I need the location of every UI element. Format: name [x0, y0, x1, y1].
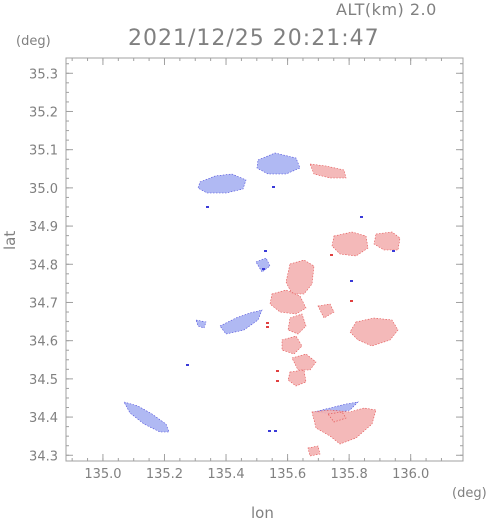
- y-axis-unit: (deg): [16, 34, 51, 49]
- y-tick-label: 35.3: [29, 67, 58, 82]
- approaching-echo: [219, 309, 263, 335]
- receding-echo: [331, 231, 369, 257]
- approaching-echo: [256, 152, 301, 175]
- x-tick-label: 136.0: [392, 467, 429, 482]
- x-axis-unit: (deg): [452, 486, 487, 501]
- echo-speckle: [276, 380, 279, 382]
- y-tick-label: 35.1: [29, 144, 58, 159]
- receding-echo: [285, 259, 315, 295]
- echo-speckle: [272, 186, 275, 188]
- altitude-label: ALT(km) 2.0: [336, 0, 437, 19]
- receding-echo: [327, 411, 347, 423]
- y-tick-label: 34.7: [29, 296, 58, 311]
- y-tick-label: 35.2: [29, 105, 58, 120]
- x-axis-label: lon: [251, 504, 274, 522]
- receding-echo: [349, 317, 399, 347]
- y-tick-label: 34.4: [29, 411, 58, 426]
- echo-speckle: [186, 364, 189, 366]
- approaching-echo: [195, 319, 207, 329]
- echo-speckle: [276, 370, 279, 372]
- x-tick-label: 135.2: [146, 467, 183, 482]
- x-tick-label: 135.0: [84, 467, 121, 482]
- x-tick-label: 135.6: [269, 467, 306, 482]
- receding-echo: [281, 335, 303, 355]
- echo-speckle: [274, 430, 277, 432]
- echo-speckle: [360, 216, 363, 218]
- receding-echo: [269, 289, 307, 315]
- receding-echo: [373, 231, 401, 251]
- y-tick-label: 34.8: [29, 258, 58, 273]
- receding-echo: [307, 445, 321, 457]
- receding-echo: [287, 369, 307, 387]
- receding-echo: [287, 313, 307, 335]
- approaching-echo: [197, 173, 247, 194]
- y-tick-label: 35.0: [29, 182, 58, 197]
- y-tick-label: 34.6: [29, 335, 58, 350]
- approaching-echo: [123, 401, 170, 433]
- y-tick-label: 34.5: [29, 373, 58, 388]
- timestamp: 2021/12/25 20:21:47: [128, 26, 380, 51]
- receding-echo: [309, 163, 347, 179]
- echo-speckle: [350, 300, 353, 302]
- echo-speckle: [350, 280, 353, 282]
- echo-speckle: [262, 268, 265, 270]
- receding-echo: [311, 407, 377, 445]
- y-tick-label: 34.9: [29, 220, 58, 235]
- echo-speckle: [266, 322, 269, 324]
- receding-echo: [291, 353, 317, 371]
- x-tick-label: 135.8: [331, 467, 368, 482]
- echo-speckle: [268, 430, 271, 432]
- plot-frame: [65, 57, 464, 462]
- x-tick-label: 135.4: [207, 467, 244, 482]
- echo-speckle: [206, 206, 209, 208]
- receding-echo: [317, 303, 335, 319]
- echo-speckle: [392, 250, 395, 252]
- echo-speckle: [330, 254, 333, 256]
- y-tick-label: 34.3: [29, 449, 58, 464]
- echo-speckle: [264, 250, 267, 252]
- approaching-echo: [255, 257, 271, 273]
- echo-speckle: [266, 326, 269, 328]
